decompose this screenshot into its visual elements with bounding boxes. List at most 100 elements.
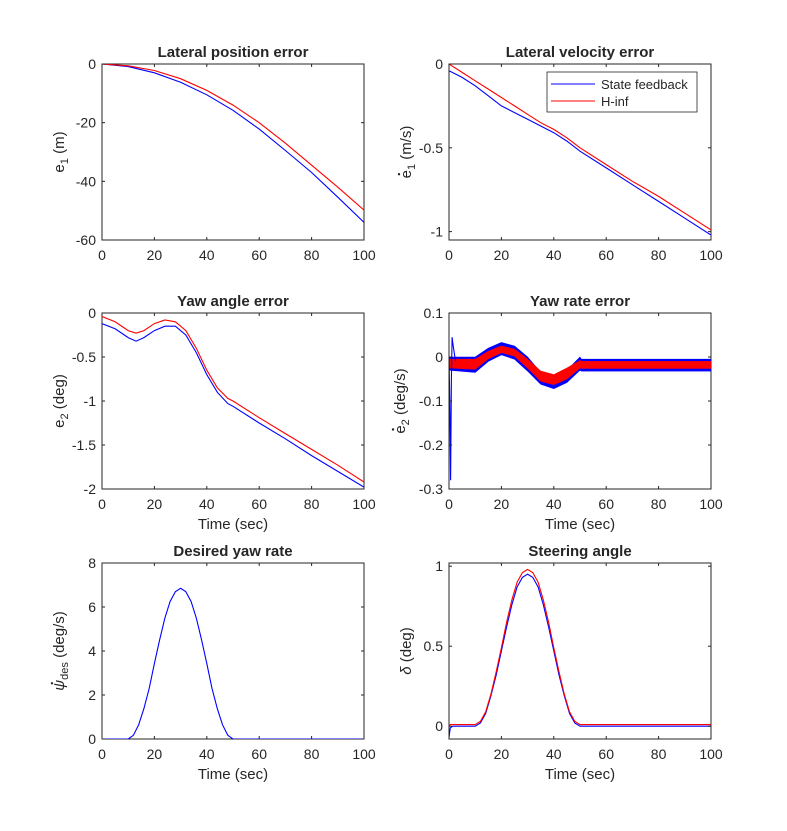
series-line-2 (449, 568, 711, 727)
x-tick-label: 100 (352, 247, 376, 263)
y-axis-subscript: 2 (400, 419, 412, 425)
x-tick-label: 40 (546, 496, 562, 512)
x-tick-label: 80 (304, 247, 320, 263)
series-group (449, 337, 711, 481)
x-tick-label: 0 (445, 247, 453, 263)
y-axis-label: δ (deg) (398, 627, 415, 675)
y-tick-label: -1 (84, 393, 97, 409)
x-tick-label: 20 (147, 496, 163, 512)
x-tick-label: 100 (699, 247, 723, 263)
y-tick-label: -1 (431, 224, 444, 240)
svg-text:δ (deg): δ (deg) (398, 627, 415, 675)
legend-entry-1: State feedback (601, 77, 688, 92)
y-tick-label: 0 (88, 731, 96, 747)
x-tick-label: 40 (546, 247, 562, 263)
axes-frame (448, 562, 712, 740)
series-group (449, 64, 711, 236)
svg-text:e1 (m): e1 (m) (51, 131, 71, 172)
series-line-2 (449, 64, 711, 231)
y-tick-label: 0 (88, 56, 96, 72)
x-tick-label: 20 (494, 746, 510, 762)
y-axis-symbol: e (51, 419, 68, 427)
y-tick-label: 0 (435, 718, 443, 734)
chart-title: Yaw rate error (530, 293, 630, 310)
chart-title: Lateral position error (158, 44, 309, 61)
series-group (102, 587, 364, 739)
x-tick-label: 60 (598, 496, 614, 512)
y-axis-subscript: 1 (406, 164, 418, 170)
series-group (102, 315, 364, 488)
y-axis-symbol: e (51, 164, 68, 172)
y-tick-label: -0.3 (419, 481, 443, 497)
y-tick-label: -40 (76, 173, 96, 189)
svg-text:e2 (deg): e2 (deg) (51, 374, 71, 428)
x-tick-label: 20 (147, 247, 163, 263)
y-axis-label: e1 (m) (51, 131, 71, 172)
series-line-1 (102, 323, 364, 488)
x-tick-label: 80 (651, 746, 667, 762)
x-tick-label: 0 (98, 247, 106, 263)
y-tick-label: -0.1 (419, 393, 443, 409)
x-tick-label: 60 (251, 247, 267, 263)
svg-text:e2 (deg/s): e2 (deg/s) (392, 368, 412, 433)
chart-panel-6: 0 20 40 60 80 100 0 0.5 1 Steering angle Time (sec… (398, 543, 723, 783)
y-tick-label: 6 (88, 599, 96, 615)
y-tick-label: 0 (88, 305, 96, 321)
x-tick-label: 0 (445, 746, 453, 762)
axes-frame (101, 63, 365, 241)
chart-title: Yaw angle error (177, 293, 289, 310)
x-tick-label: 80 (304, 746, 320, 762)
x-axis-label: Time (sec) (198, 516, 268, 533)
x-tick-label: 100 (699, 496, 723, 512)
y-axis-label: e2 (deg/s) (391, 368, 412, 434)
series-line-3 (449, 337, 457, 481)
x-tick-label: 0 (98, 746, 106, 762)
x-tick-label: 40 (199, 746, 215, 762)
y-axis-subscript: 2 (59, 413, 71, 419)
dot-accent (391, 428, 395, 431)
chart-panel-3: 0 20 40 60 80 100 -2 -1.5 -1 -0.5 0 Yaw angle error… (51, 293, 376, 533)
legend-entry-2: H-inf (601, 94, 629, 109)
y-axis-unit: (deg) (398, 627, 415, 662)
y-axis-unit: (deg/s) (51, 611, 68, 658)
x-axis-label: Time (sec) (545, 766, 615, 783)
y-axis-symbol: δ (398, 666, 415, 675)
x-tick-label: 60 (251, 746, 267, 762)
axes-frame (101, 562, 365, 740)
series-group (449, 568, 711, 738)
x-tick-label: 100 (699, 746, 723, 762)
series-line-1 (102, 587, 364, 739)
y-tick-label: 2 (88, 687, 96, 703)
svg-text:ψdes (deg/s): ψdes (deg/s) (51, 611, 71, 691)
y-tick-label: 1 (435, 558, 443, 574)
chart-title: Desired yaw rate (173, 543, 292, 560)
y-tick-label: -60 (76, 232, 96, 248)
series-line-1 (449, 70, 711, 236)
y-axis-subscript: des (59, 662, 71, 680)
y-tick-label: 4 (88, 643, 96, 659)
x-tick-label: 60 (251, 496, 267, 512)
y-tick-label: 0.5 (424, 638, 444, 654)
x-tick-label: 60 (598, 247, 614, 263)
y-axis-unit: (m/s) (398, 126, 415, 160)
x-tick-label: 100 (352, 496, 376, 512)
x-tick-label: 80 (651, 247, 667, 263)
y-tick-label: 8 (88, 555, 96, 571)
x-tick-label: 40 (546, 746, 562, 762)
x-axis-label: Time (sec) (545, 516, 615, 533)
y-tick-label: -1.5 (72, 437, 96, 453)
series-line-1 (449, 573, 711, 738)
dot-accent (397, 173, 401, 176)
y-tick-label: 0 (435, 349, 443, 365)
chart-panel-4: 0 20 40 60 80 100 -0.3 -0.2 -0.1 0 0.1 Yaw rate err… (391, 293, 723, 533)
series-group (102, 64, 364, 223)
series-line-2 (102, 315, 364, 483)
y-tick-label: -0.5 (419, 140, 443, 156)
y-tick-label: 0 (435, 56, 443, 72)
y-axis-label: e1 (m/s) (397, 126, 418, 178)
x-axis-label: Time (sec) (198, 766, 268, 783)
dot-accent (50, 682, 54, 685)
x-tick-label: 80 (651, 496, 667, 512)
x-tick-label: 20 (494, 247, 510, 263)
